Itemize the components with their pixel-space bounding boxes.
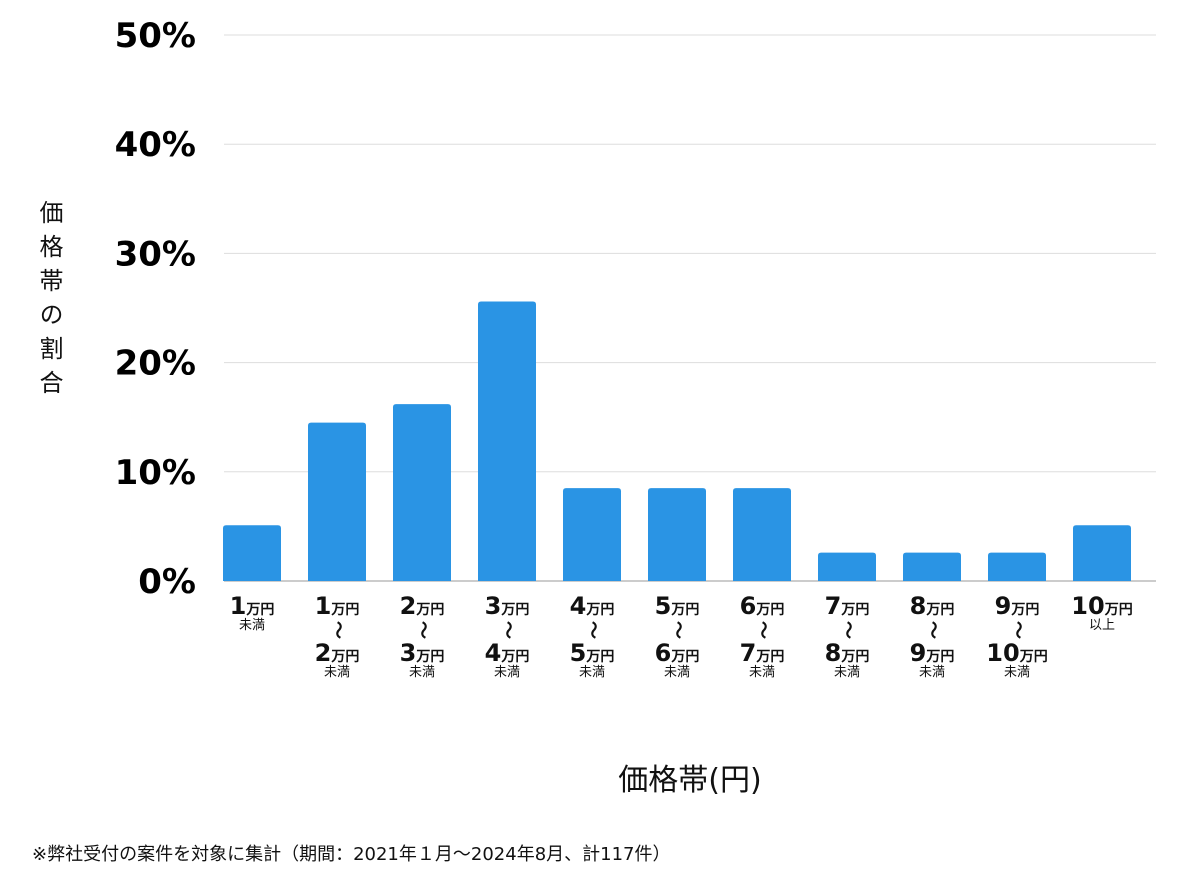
y-tick-label: 0%	[138, 562, 196, 602]
x-axis-label: 価格帯(円)	[618, 763, 762, 798]
y-axis-label: 価格帯の割合	[35, 200, 63, 404]
bar	[733, 488, 791, 581]
bar	[1073, 525, 1131, 581]
bar	[223, 525, 281, 581]
y-tick-label: 20%	[115, 344, 196, 384]
y-tick-label: 40%	[115, 125, 196, 165]
bar	[988, 552, 1046, 581]
x-tick-label: 9万円〜 10万円 未満	[986, 592, 1048, 680]
bar	[308, 422, 366, 581]
x-tick-label: 6万円〜 7万円 未満	[739, 592, 785, 680]
x-tick-label: 10万円 以上	[1071, 592, 1133, 633]
x-tick-label: 1万円〜 2万円 未満	[314, 592, 360, 680]
y-tick-label: 30%	[115, 234, 196, 274]
y-tick-label: 50%	[115, 16, 196, 56]
bar	[648, 488, 706, 581]
x-tick-label: 2万円〜 3万円 未満	[399, 592, 445, 680]
x-tick-label: 8万円〜 9万円 未満	[909, 592, 955, 680]
bar	[393, 404, 451, 581]
bar	[818, 552, 876, 581]
bar	[563, 488, 621, 581]
x-tick-label: 1万円 未満	[229, 592, 275, 633]
bar	[478, 301, 536, 581]
x-tick-label: 5万円〜 6万円 未満	[654, 592, 700, 680]
footnote: ※弊社受付の案件を対象に集計（期間：2021年１月〜2024年8月、計117件）	[32, 844, 671, 865]
bar	[903, 552, 961, 581]
x-tick-label: 7万円〜 8万円 未満	[824, 592, 870, 680]
y-tick-label: 10%	[115, 453, 196, 493]
x-tick-label: 3万円〜 4万円 未満	[484, 592, 530, 680]
x-tick-label: 4万円〜 5万円 未満	[569, 592, 615, 680]
